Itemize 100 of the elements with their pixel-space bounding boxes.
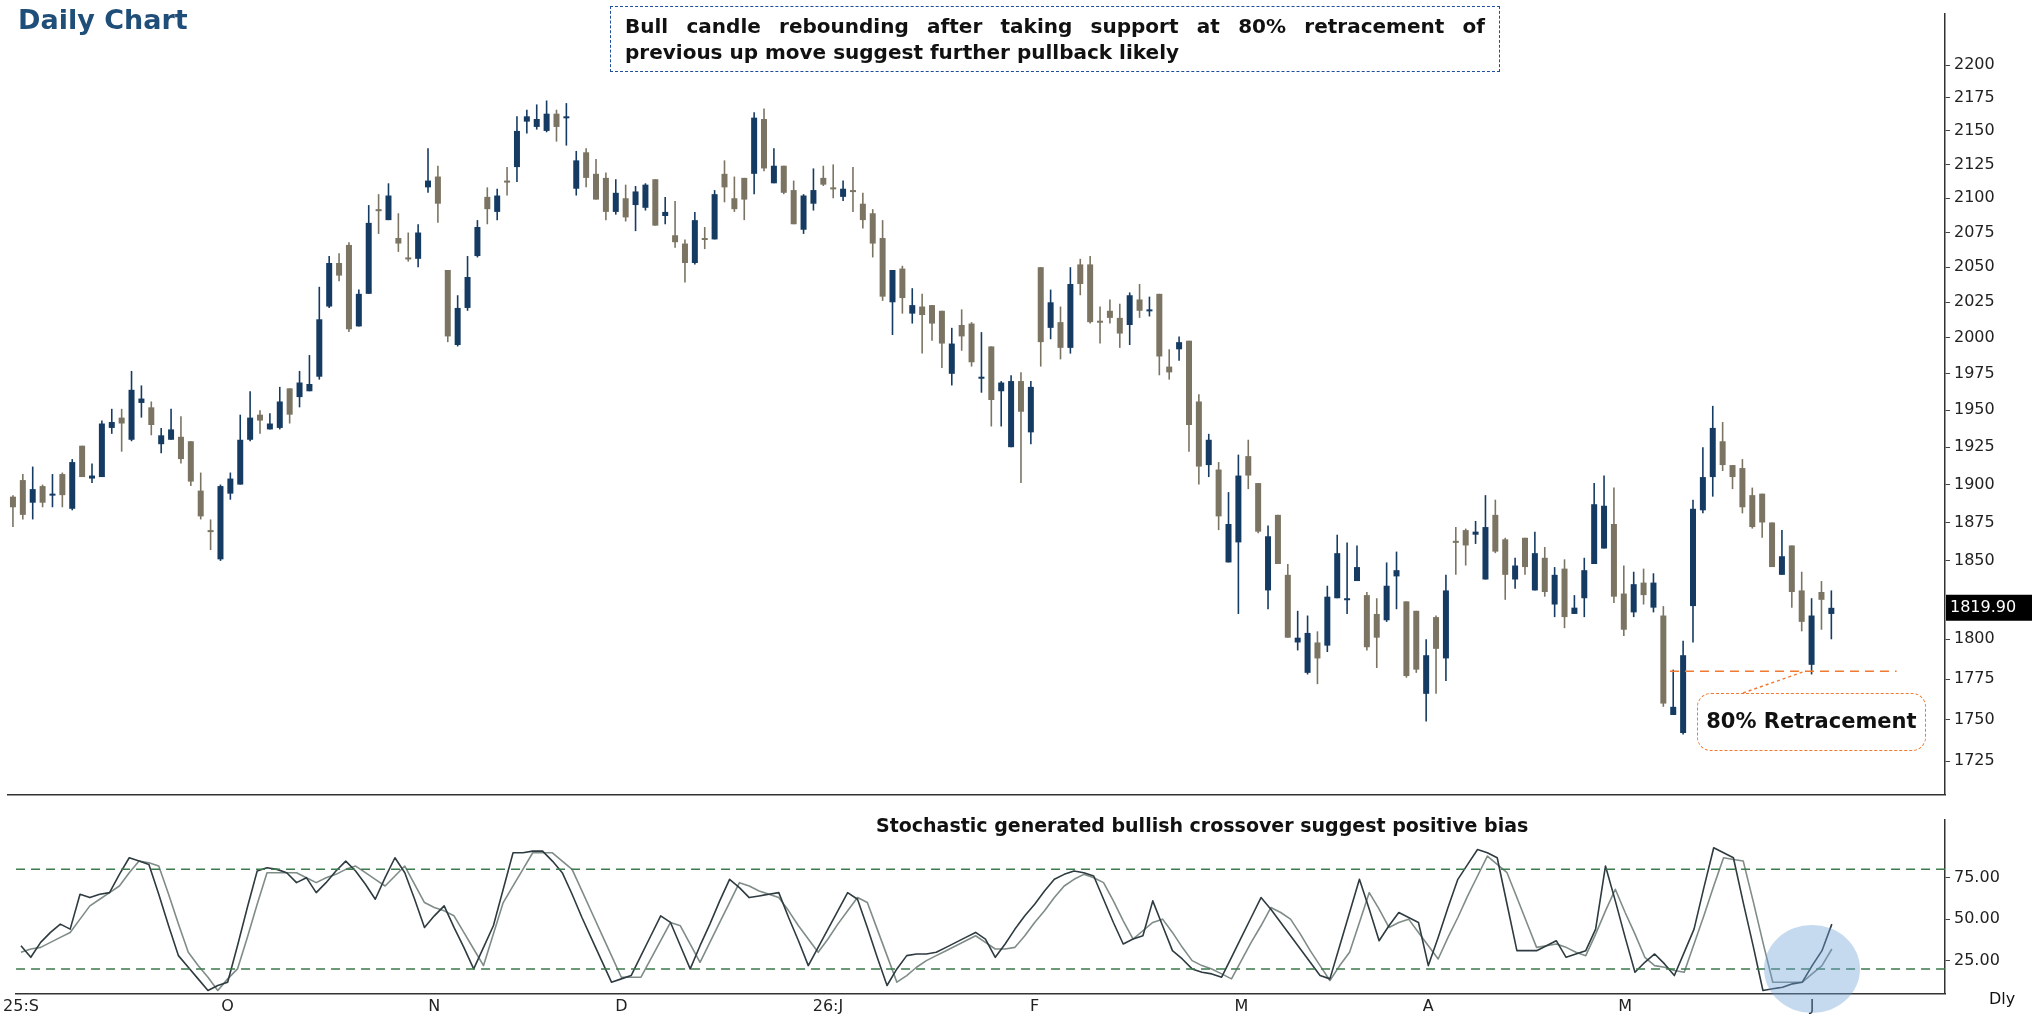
candlestick bbox=[1136, 283, 1143, 319]
candlestick bbox=[1393, 550, 1400, 611]
candlestick bbox=[227, 471, 234, 501]
candlestick bbox=[257, 409, 264, 435]
candlestick bbox=[701, 226, 708, 250]
candlestick bbox=[177, 415, 184, 465]
candlestick bbox=[1097, 305, 1104, 345]
candlestick bbox=[810, 167, 817, 212]
candlestick bbox=[39, 483, 46, 509]
y-tick-label: 1725 bbox=[1954, 750, 1995, 770]
candlestick bbox=[770, 147, 777, 185]
candlestick bbox=[622, 183, 629, 223]
candlestick bbox=[296, 370, 303, 409]
candlestick bbox=[849, 166, 856, 213]
candlestick bbox=[1640, 567, 1647, 606]
x-tick-label: M bbox=[1618, 995, 1633, 1015]
x-tick-label: M bbox=[1234, 995, 1249, 1015]
y-tick-label: 2075 bbox=[1954, 221, 1995, 241]
candlestick bbox=[1818, 580, 1825, 631]
candlestick bbox=[820, 164, 827, 187]
y-tick-label: 1975 bbox=[1954, 362, 1995, 382]
candlestick bbox=[731, 175, 738, 213]
x-tick-label: 26:J bbox=[812, 995, 844, 1015]
candlestick bbox=[830, 163, 837, 200]
annotation: Bull candle rebounding after taking support at 80% retracement of previous up move suggest further pullback likely bbox=[610, 6, 1500, 72]
candlestick bbox=[1373, 597, 1380, 669]
y-tick-label: 75.00 bbox=[1954, 866, 2000, 886]
x-tick-label: A bbox=[1422, 995, 1434, 1015]
candlestick bbox=[1245, 438, 1252, 490]
candlestick bbox=[89, 462, 95, 484]
candlestick bbox=[1344, 541, 1351, 615]
y-tick-label: 1850 bbox=[1954, 550, 1995, 570]
candlestick bbox=[741, 177, 748, 221]
candlestick bbox=[9, 494, 16, 528]
candlestick bbox=[662, 196, 669, 226]
y-tick-label: 2125 bbox=[1954, 153, 1995, 173]
candlestick bbox=[998, 380, 1005, 428]
candlestick bbox=[207, 518, 214, 551]
candlestick bbox=[1146, 295, 1153, 318]
candlestick bbox=[494, 187, 501, 221]
y-tick-label: 1900 bbox=[1954, 473, 1995, 493]
candlestick bbox=[59, 471, 66, 509]
annotation: Stochastic generated bullish crossover suggest positive bias bbox=[876, 813, 1529, 838]
candlestick bbox=[306, 354, 313, 393]
candlestick bbox=[632, 185, 639, 232]
candlestick bbox=[909, 287, 916, 325]
y-tick-label: 1775 bbox=[1954, 668, 1995, 688]
candlestick bbox=[1077, 258, 1084, 297]
candlestick bbox=[1472, 520, 1479, 545]
x-tick-label: F bbox=[1030, 995, 1040, 1015]
candlestick bbox=[247, 390, 254, 443]
y-tick-label: 1875 bbox=[1954, 511, 1995, 531]
y-tick-label: 2025 bbox=[1954, 291, 1995, 311]
candlestick bbox=[1353, 544, 1360, 582]
candlestick bbox=[1828, 589, 1835, 641]
y-tick-label: 2200 bbox=[1954, 54, 1995, 74]
candlestick bbox=[336, 252, 343, 282]
y-tick-label: 1925 bbox=[1954, 436, 1995, 456]
candlestick bbox=[681, 238, 688, 284]
y-tick-label: 2000 bbox=[1954, 326, 1995, 346]
candlestick bbox=[168, 408, 175, 441]
y-tick-label: 50.00 bbox=[1954, 908, 2000, 928]
candlestick bbox=[1512, 556, 1519, 590]
legend-label: 80% Retracement bbox=[1697, 693, 1926, 751]
y-tick-label: 25.00 bbox=[1954, 949, 2000, 969]
candlestick bbox=[958, 308, 965, 352]
candlestick bbox=[1571, 594, 1578, 615]
candlestick bbox=[612, 178, 619, 216]
candlestick bbox=[1452, 526, 1459, 576]
y-tick-label: 2100 bbox=[1954, 187, 1995, 207]
chart-title: Daily Chart bbox=[18, 3, 188, 37]
y-tick-label: 2150 bbox=[1954, 120, 1995, 140]
candlestick bbox=[553, 108, 560, 143]
y-tick-label: 1950 bbox=[1954, 399, 1995, 419]
candlestick bbox=[523, 108, 530, 135]
y-tick-label: 1800 bbox=[1954, 628, 1995, 648]
candlestick bbox=[919, 293, 926, 355]
candlestick bbox=[484, 186, 491, 226]
candlestick bbox=[672, 200, 679, 249]
candlestick bbox=[405, 231, 412, 263]
text: Dly bbox=[1989, 989, 2016, 1010]
candlestick bbox=[563, 102, 570, 147]
y-tick-label: 1750 bbox=[1954, 709, 1995, 729]
candlestick bbox=[929, 304, 936, 342]
candlestick bbox=[1314, 630, 1321, 685]
x-tick-label: D bbox=[615, 995, 628, 1015]
candlestick bbox=[118, 408, 125, 453]
candlestick bbox=[148, 400, 155, 437]
candlestick bbox=[49, 473, 56, 509]
candlestick bbox=[1729, 464, 1736, 490]
x-tick-label: 25:S bbox=[3, 995, 39, 1015]
candlestick bbox=[375, 193, 382, 235]
candlestick bbox=[108, 408, 115, 435]
candlestick bbox=[1719, 421, 1726, 472]
candlestick bbox=[138, 384, 145, 419]
candlestick bbox=[859, 192, 866, 230]
candlestick bbox=[642, 182, 649, 212]
x-tick-label: O bbox=[221, 995, 234, 1015]
candlestick bbox=[1116, 302, 1123, 349]
x-tick-label: N bbox=[428, 995, 441, 1015]
